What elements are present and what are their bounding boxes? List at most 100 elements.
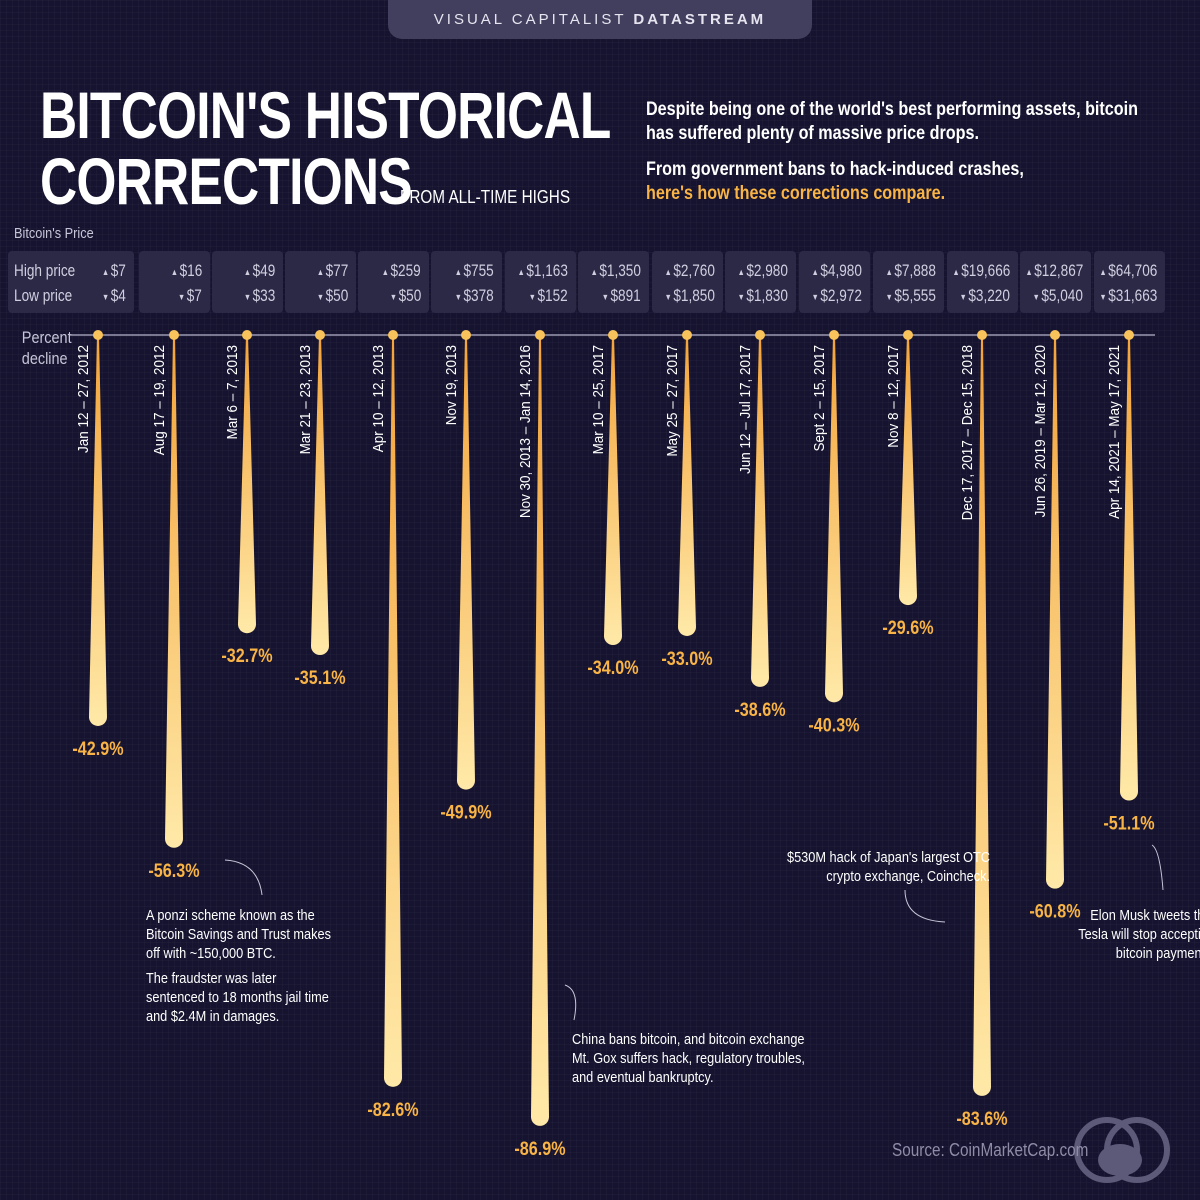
price-header: Bitcoin's Price <box>14 225 94 242</box>
decline-bar <box>751 335 769 687</box>
brand-text: VISUAL CAPITALIST <box>433 11 634 28</box>
decline-bar <box>825 335 843 703</box>
price-box: ▲$16 ▼$7 <box>139 251 210 313</box>
high-price: ▲$12,867 <box>1025 261 1083 280</box>
decline-label: -56.3% <box>148 860 199 882</box>
percent-label-1: Percent <box>21 328 72 347</box>
date-range-label: Mar 21 – 23, 2013 <box>297 345 314 454</box>
annotation-arrows <box>224 844 1164 1021</box>
low-price: ▼$2,972 <box>811 286 862 305</box>
date-range-label: Nov 8 – 12, 2017 <box>885 345 902 448</box>
decline-bar <box>238 335 256 634</box>
high-price: ▲$259 <box>382 261 421 280</box>
baseline-dot <box>169 330 179 340</box>
date-range-label: Sept 2 – 15, 2017 <box>811 345 828 452</box>
title-line-1: BITCOIN'S HISTORICAL <box>40 78 611 152</box>
brand-banner: VISUAL CAPITALIST DATASTREAM <box>388 0 812 39</box>
decline-bar <box>165 335 183 848</box>
price-box: ▲$19,666 ▼$3,220 <box>947 251 1018 313</box>
source-text: Source: CoinMarketCap.com <box>892 1140 1089 1160</box>
low-price: ▼$891 <box>602 286 641 305</box>
intro-text: Despite being one of the world's best pe… <box>646 98 1156 218</box>
high-price: ▲$7 <box>102 261 126 280</box>
price-box: ▲$77 ▼$50 <box>285 251 356 313</box>
decline-bar <box>973 335 991 1096</box>
decline-bar <box>1120 335 1138 801</box>
page-title: BITCOIN'S HISTORICAL CORRECTIONS <box>40 82 611 214</box>
low-price: ▼$50 <box>389 286 421 305</box>
high-price: ▲$755 <box>455 261 494 280</box>
low-price: ▼$1,850 <box>664 286 715 305</box>
intro-p1: Despite being one of the world's best pe… <box>646 99 1139 144</box>
low-price-label: Low price <box>14 286 73 305</box>
price-box: ▲$259 ▼$50 <box>358 251 429 313</box>
low-price: ▼$5,040 <box>1032 286 1083 305</box>
high-price: ▲$77 <box>316 261 348 280</box>
annotation-ponzi-2: The fraudster was later sentenced to 18 … <box>146 970 329 1025</box>
date-range-label: Dec 17, 2017 – Dec 15, 2018 <box>959 345 976 520</box>
high-price: ▲$4,980 <box>811 261 862 280</box>
low-price: ▼$50 <box>316 286 348 305</box>
baseline-dot <box>608 330 618 340</box>
low-price: ▼$152 <box>529 286 568 305</box>
decline-bar <box>531 335 549 1126</box>
low-price: ▼$3,220 <box>959 286 1010 305</box>
high-price: ▲$49 <box>243 261 275 280</box>
decline-bar <box>311 335 329 656</box>
annotation-coincheck: $530M hack of Japan's largest OTC crypto… <box>786 849 990 885</box>
annotation-china: China bans bitcoin, and bitcoin exchange… <box>572 1031 805 1086</box>
decline-label: -51.1% <box>1103 812 1154 834</box>
brand-bold: DATASTREAM <box>633 11 767 28</box>
intro-p2b: here's how these corrections compare. <box>646 183 946 204</box>
decline-bar <box>384 335 402 1087</box>
date-range-label: Aug 17 – 19, 2012 <box>151 345 168 455</box>
price-box: ▲$2,980 ▼$1,830 <box>725 251 796 313</box>
decline-label: -35.1% <box>294 667 345 689</box>
baseline-dot <box>903 330 913 340</box>
baseline-dot <box>535 330 545 340</box>
high-price: ▲$7,888 <box>885 261 936 280</box>
percent-label-2: decline <box>21 349 68 368</box>
datastream-logo <box>1074 1117 1170 1183</box>
decline-label: -29.6% <box>882 617 933 639</box>
subtitle: FROM ALL-TIME HIGHS <box>400 187 571 207</box>
decline-label: -49.9% <box>440 801 491 823</box>
low-price: ▼$7 <box>178 286 202 305</box>
low-price: ▼$31,663 <box>1099 286 1157 305</box>
intro-p2a: From government bans to hack-induced cra… <box>646 159 1024 180</box>
low-price: ▼$1,830 <box>737 286 788 305</box>
price-box: ▲$1,163 ▼$152 <box>505 251 576 313</box>
decline-bar <box>678 335 696 636</box>
decline-bar <box>457 335 475 790</box>
decline-bar <box>89 335 107 726</box>
price-box: ▲$49 ▼$33 <box>212 251 283 313</box>
decline-bar <box>604 335 622 646</box>
date-range-label: Apr 10 – 12, 2013 <box>370 345 387 452</box>
low-price: ▼$378 <box>455 286 494 305</box>
low-price: ▼$33 <box>243 286 275 305</box>
date-range-label: Jan 12 – 27, 2012 <box>75 345 92 453</box>
baseline-dot <box>977 330 987 340</box>
baseline-dot <box>461 330 471 340</box>
baseline-dot <box>315 330 325 340</box>
baseline-dot <box>829 330 839 340</box>
baseline-dot <box>388 330 398 340</box>
date-range-label: Mar 10 – 25, 2017 <box>590 345 607 454</box>
decline-label: -60.8% <box>1029 900 1080 922</box>
high-price: ▲$2,980 <box>737 261 788 280</box>
decline-label: -40.3% <box>808 714 859 736</box>
decline-label: -38.6% <box>734 699 785 721</box>
decline-label: -86.9% <box>514 1138 565 1160</box>
date-range-label: Jun 26, 2019 – Mar 12, 2020 <box>1032 345 1049 517</box>
baseline-dot <box>93 330 103 340</box>
date-range-label: Nov 19, 2013 <box>443 345 460 425</box>
date-range-label: Nov 30, 2013 – Jan 14, 2016 <box>517 345 534 518</box>
date-range-label: Mar 6 – 7, 2013 <box>224 345 241 439</box>
high-price: ▲$2,760 <box>664 261 715 280</box>
decline-label: -32.7% <box>221 645 272 667</box>
annotation-musk: Elon Musk tweets that Tesla will stop ac… <box>1078 907 1200 962</box>
price-box: ▲$755 ▼$378 <box>431 251 502 313</box>
high-price: ▲$16 <box>170 261 202 280</box>
annotation-ponzi: A ponzi scheme known as the Bitcoin Savi… <box>146 906 333 1032</box>
